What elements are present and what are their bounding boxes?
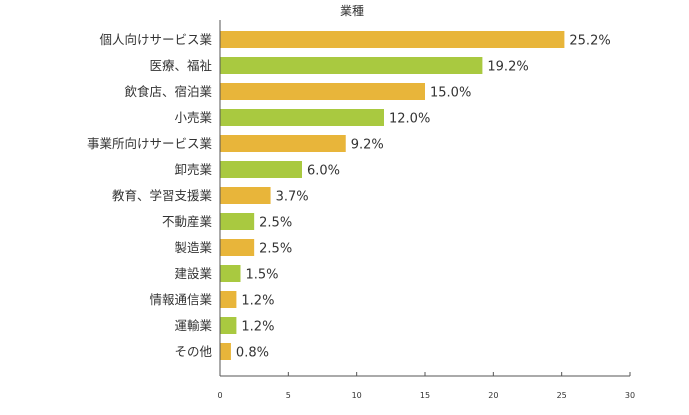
value-label: 15.0% (430, 86, 471, 101)
bar (220, 265, 241, 282)
category-label: その他 (174, 344, 212, 359)
category-label: 卸売業 (174, 162, 212, 177)
axes-group: 0 5 10 15 20 25 30 (217, 20, 635, 400)
bar (220, 317, 237, 334)
value-label: 9.2% (351, 138, 384, 153)
value-label: 19.2% (487, 60, 528, 75)
x-tick-label: 10 (352, 391, 362, 400)
bars-group: 個人向けサービス業 25.2% 医療、福祉 19.2% 飲食店、宿泊業 15.0% 小売業 1… (87, 31, 611, 361)
x-tick-label: 25 (557, 391, 567, 400)
bar (220, 135, 346, 152)
category-label: 製造業 (174, 240, 212, 255)
category-label: 不動産業 (162, 214, 213, 229)
category-label: 建設業 (174, 266, 212, 281)
x-tick-label: 20 (488, 391, 498, 400)
category-label: 教育、学習支援業 (112, 188, 213, 203)
value-label: 6.0% (307, 164, 340, 179)
bar (220, 109, 384, 126)
bar (220, 83, 425, 100)
bar (220, 161, 302, 178)
bar (220, 213, 255, 230)
value-label: 1.2% (241, 294, 274, 309)
bar (220, 239, 255, 256)
bar (220, 343, 231, 360)
value-label: 3.7% (276, 190, 309, 205)
category-label: 個人向けサービス業 (99, 32, 212, 47)
category-label: 情報通信業 (149, 292, 212, 307)
value-label: 1.5% (246, 268, 279, 283)
bar (220, 31, 565, 48)
value-label: 2.5% (259, 242, 292, 257)
value-label: 0.8% (236, 346, 269, 361)
x-tick-label: 30 (625, 391, 635, 400)
category-label: 飲食店、宿泊業 (124, 84, 212, 99)
value-label: 25.2% (569, 34, 610, 49)
category-label: 事業所向けサービス業 (87, 136, 213, 151)
value-label: 1.2% (241, 320, 274, 335)
chart-title: 業種 (340, 4, 364, 18)
category-label: 小売業 (174, 110, 212, 125)
value-label: 12.0% (389, 112, 430, 127)
value-label: 2.5% (259, 216, 292, 231)
x-tick-label: 0 (217, 391, 222, 400)
bar (220, 291, 237, 308)
x-tick-label: 5 (286, 391, 291, 400)
x-tick-label: 15 (420, 391, 430, 400)
bar (220, 187, 271, 204)
bar (220, 57, 483, 74)
category-label: 医療、福祉 (149, 58, 212, 73)
category-label: 運輸業 (174, 318, 212, 333)
